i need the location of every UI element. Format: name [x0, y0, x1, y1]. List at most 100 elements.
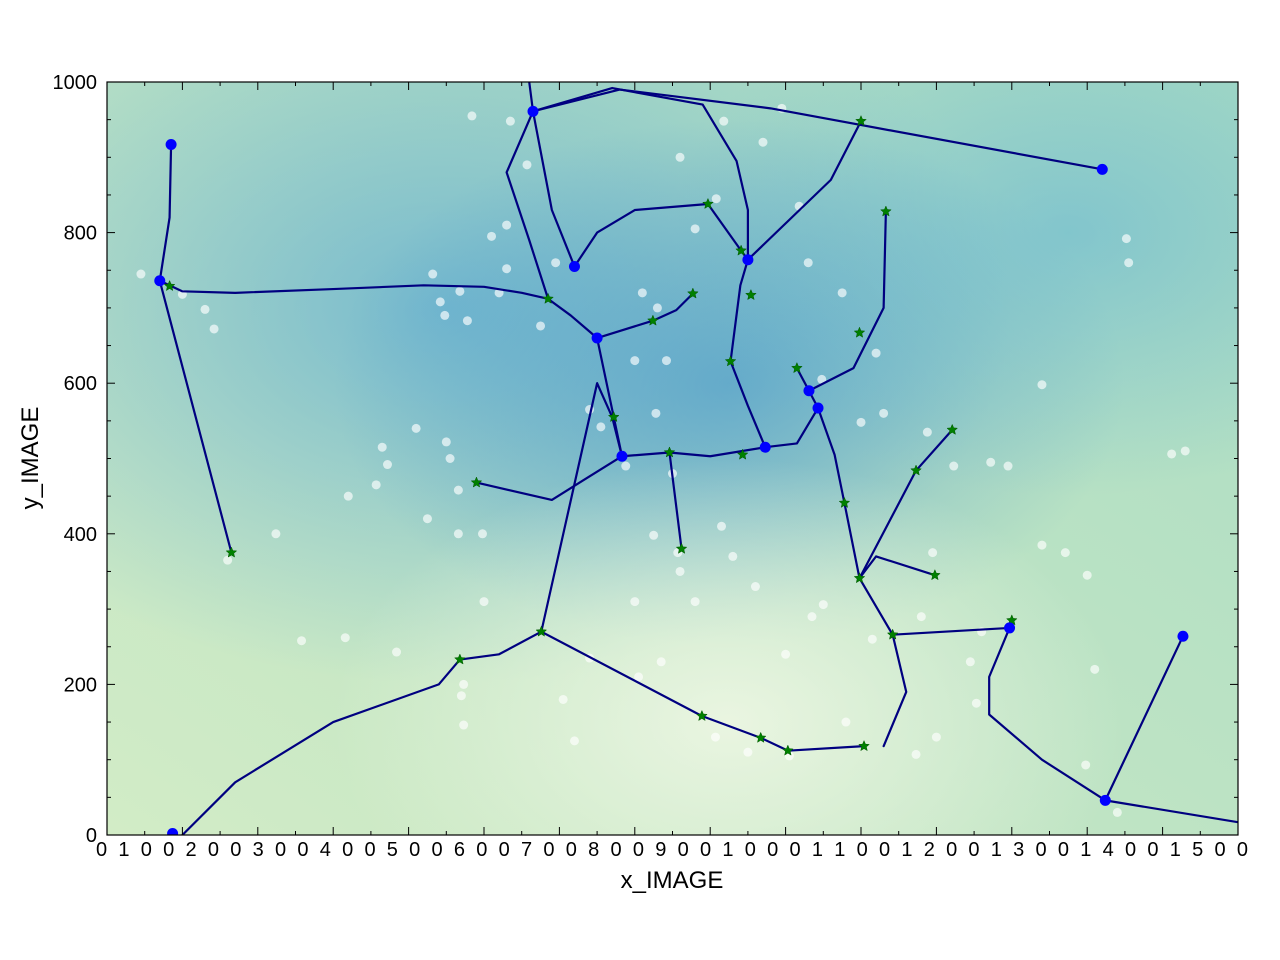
- source-point: [965, 657, 975, 667]
- source-point: [856, 417, 866, 427]
- source-point: [441, 437, 451, 447]
- x-axis-label: x_IMAGE: [621, 867, 724, 894]
- source-point: [223, 555, 233, 565]
- source-point: [459, 720, 469, 730]
- saddle-point-star: [853, 572, 866, 584]
- filament-line: [595, 292, 694, 340]
- source-point: [1180, 446, 1190, 456]
- filament-line: [858, 555, 936, 580]
- source-point: [675, 152, 685, 162]
- source-point: [634, 672, 644, 682]
- filament-line: [531, 86, 750, 261]
- node-point: [165, 138, 177, 150]
- saddle-point-star: [838, 496, 851, 508]
- source-point: [818, 600, 828, 610]
- saddle-point-star: [791, 361, 803, 374]
- source-point: [1082, 570, 1092, 580]
- x-axis-ticks: [106, 82, 1239, 835]
- node-point: [812, 402, 824, 414]
- saddle-point-star: [647, 314, 659, 326]
- source-point: [536, 321, 546, 331]
- source-point: [717, 521, 727, 531]
- source-point: [710, 732, 720, 742]
- density-overlay-pale: [107, 82, 1238, 835]
- saddle-point-star: [782, 744, 794, 756]
- source-point: [922, 427, 932, 437]
- source-point: [656, 657, 666, 667]
- plot-area: [107, 82, 1238, 835]
- saddle-point-star: [880, 205, 892, 217]
- filament-line: [746, 120, 863, 261]
- saddle-point-star: [687, 287, 699, 299]
- source-point: [1121, 234, 1131, 244]
- source-point: [596, 422, 606, 432]
- saddle-point-star: [1005, 614, 1018, 626]
- saddle-point-star: [702, 197, 714, 209]
- source-point: [505, 116, 515, 126]
- source-point: [837, 288, 847, 298]
- source-point: [1060, 548, 1070, 558]
- node-point: [759, 441, 771, 453]
- source-point: [456, 691, 466, 701]
- saddle-point-star: [745, 288, 757, 301]
- saddle-point-star: [225, 546, 238, 558]
- source-point: [477, 529, 487, 539]
- filament-line: [1104, 635, 1185, 802]
- source-point: [949, 461, 959, 471]
- source-point: [781, 649, 791, 659]
- source-point: [1003, 461, 1013, 471]
- source-point: [1081, 760, 1091, 770]
- source-point: [343, 491, 353, 501]
- nodes-layer: [154, 105, 1189, 835]
- source-point: [1112, 807, 1122, 817]
- source-point: [1090, 664, 1100, 674]
- source-point: [931, 732, 941, 742]
- filament-line: [1104, 799, 1238, 824]
- source-point: [440, 310, 450, 320]
- source-point: [758, 137, 768, 147]
- filament-line: [158, 279, 550, 300]
- saddle-point-star: [163, 279, 176, 292]
- y-axis-ticks: 0 200 400 600 800 1000: [53, 72, 1238, 847]
- source-point: [986, 457, 996, 467]
- source-point: [750, 582, 760, 592]
- node-point: [742, 254, 754, 266]
- source-point: [569, 736, 579, 746]
- source-point: [502, 264, 512, 274]
- y-tick-label: 200: [64, 674, 97, 696]
- source-point: [502, 220, 512, 230]
- source-point: [411, 423, 421, 433]
- source-point: [651, 408, 661, 418]
- source-point: [1124, 258, 1134, 268]
- source-point: [1167, 449, 1177, 459]
- source-point: [392, 647, 402, 657]
- node-point: [803, 385, 815, 397]
- source-point: [558, 694, 568, 704]
- source-point: [428, 269, 438, 279]
- saddle-point-star: [663, 446, 676, 458]
- source-point: [297, 636, 307, 646]
- node-point: [568, 260, 580, 272]
- filament-line: [158, 279, 233, 554]
- source-point: [630, 597, 640, 607]
- node-point: [1004, 622, 1016, 634]
- filaments-layer: [158, 82, 1238, 835]
- node-point: [167, 827, 179, 835]
- source-point: [479, 597, 489, 607]
- source-point: [649, 530, 659, 540]
- saddle-point-star: [542, 292, 554, 304]
- saddle-point-star: [535, 625, 548, 637]
- node-point: [154, 275, 166, 287]
- source-point: [743, 747, 753, 757]
- y-tick-label: 0: [86, 825, 97, 847]
- saddle-point-star: [696, 709, 708, 722]
- source-point: [382, 460, 392, 470]
- saddle-point-star: [454, 653, 466, 665]
- saddle-point-star: [754, 731, 767, 743]
- source-point: [630, 356, 640, 366]
- y-tick-label: 800: [64, 223, 97, 245]
- source-point: [661, 356, 671, 366]
- filament-line: [475, 455, 624, 502]
- source-point: [867, 634, 877, 644]
- y-tick-label: 400: [64, 524, 97, 546]
